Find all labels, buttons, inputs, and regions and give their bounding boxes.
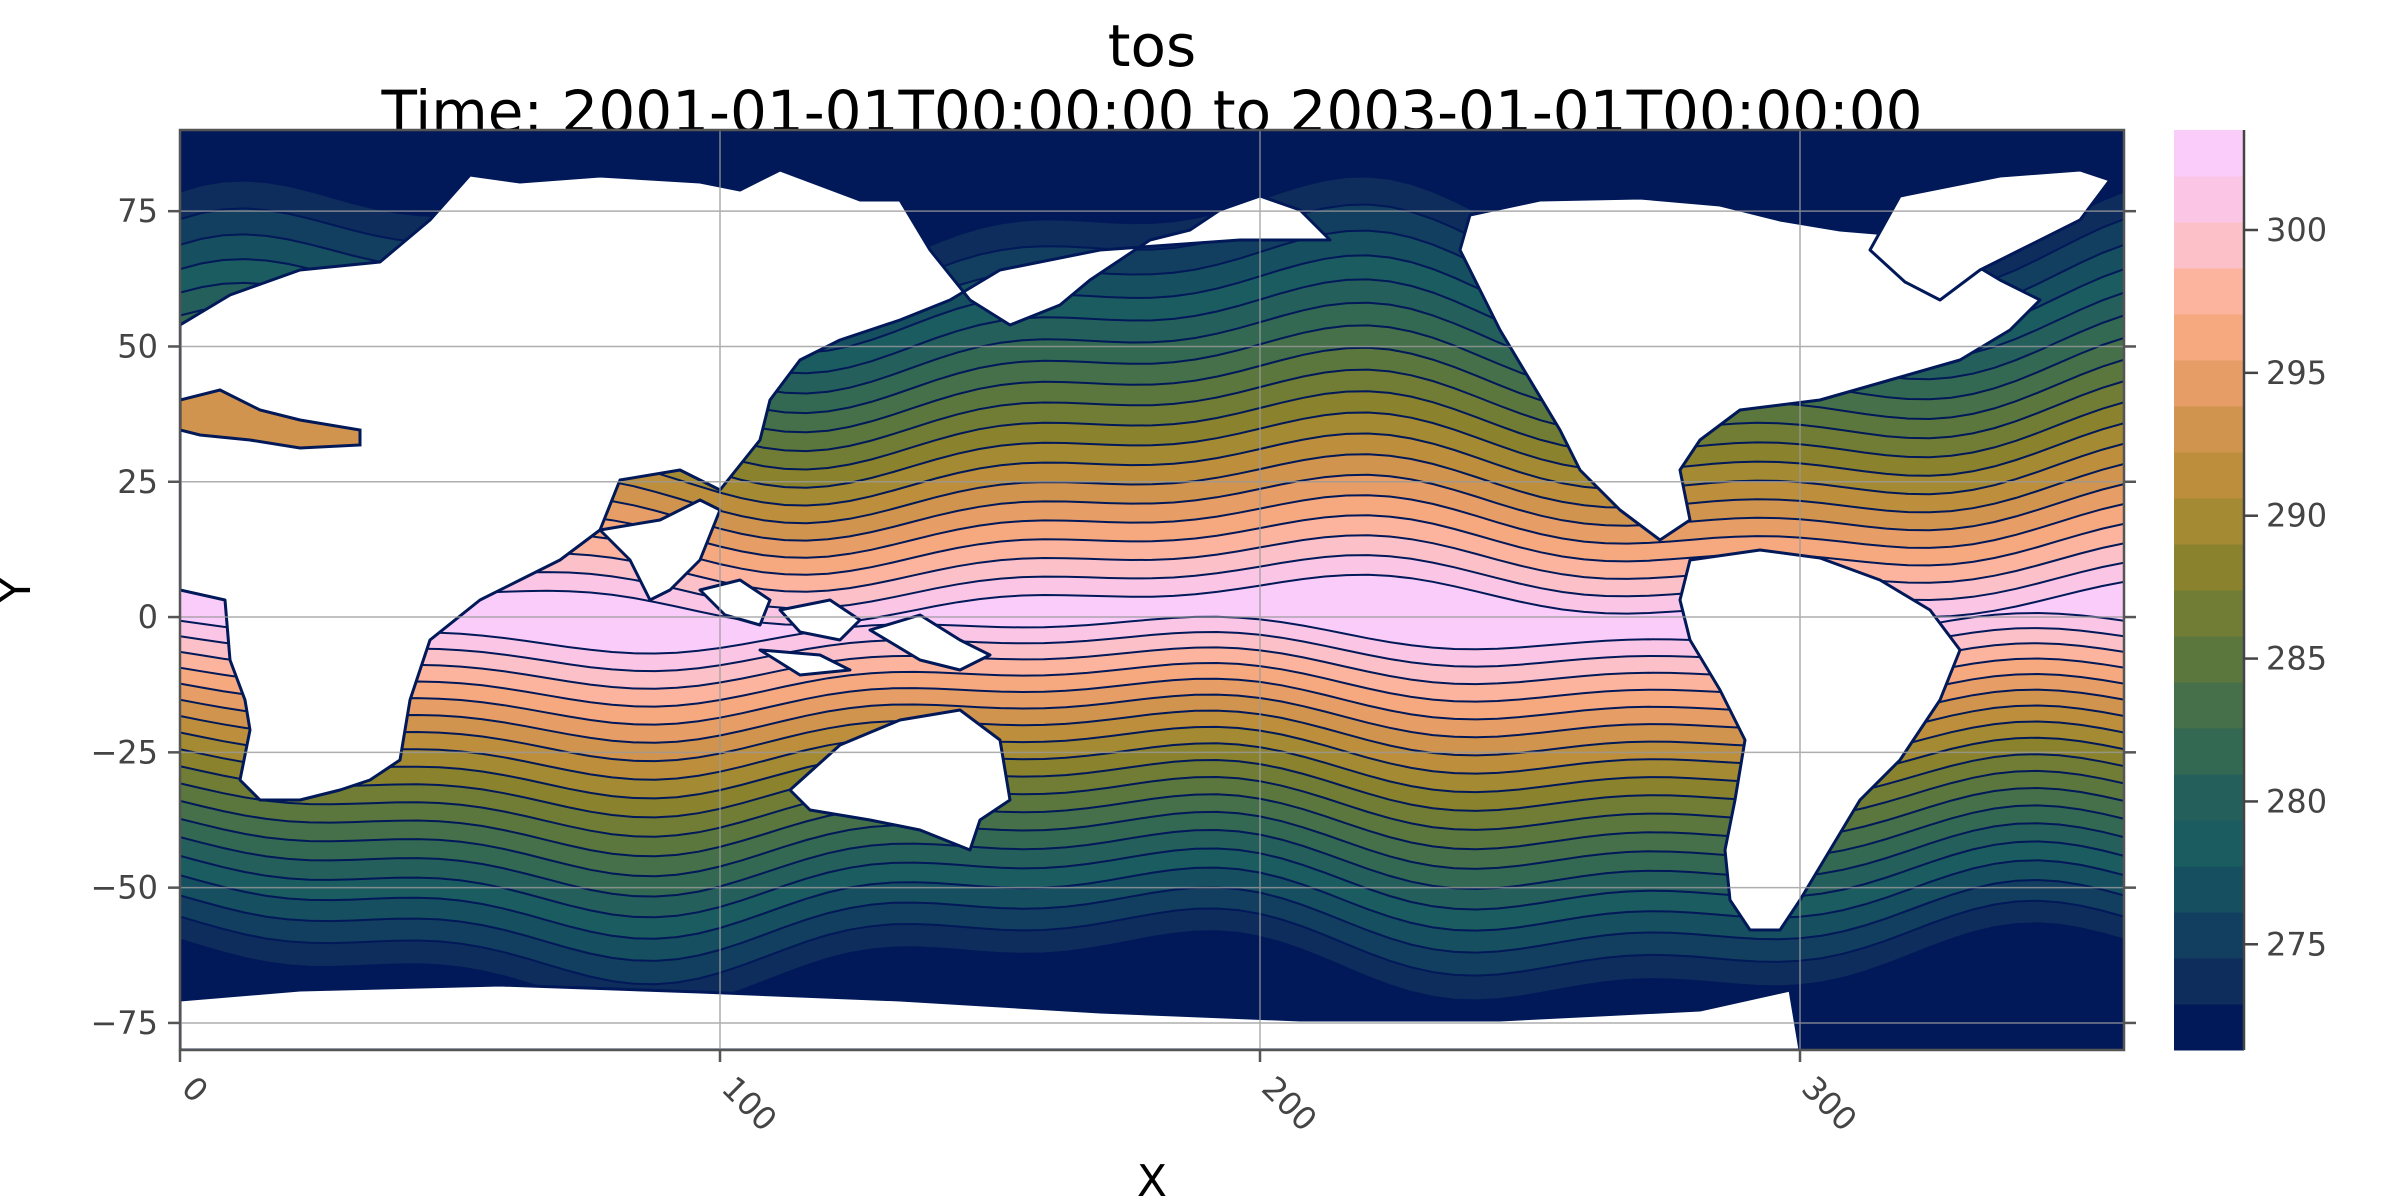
- colorbar-segment: [2174, 268, 2244, 315]
- colorbar-segment: [2174, 728, 2244, 775]
- land-greenland: [1868, 168, 2112, 302]
- y-tick-label: 50: [117, 327, 158, 365]
- x-tick-label: 300: [1794, 1069, 1864, 1139]
- colorbar-segment: [2174, 682, 2244, 729]
- chart-title: tos: [1108, 12, 1196, 80]
- colorbar-segment: [2174, 774, 2244, 821]
- colorbar: 275 280 285 290 295 300: [2174, 130, 2327, 1051]
- y-tick-label: 75: [117, 192, 158, 230]
- land-mask: [180, 168, 2112, 1050]
- land-antarctica: [180, 983, 1802, 1050]
- y-axis: 75 50 25 0 −25 −50 −75: [90, 192, 2136, 1042]
- colorbar-tick-label: 285: [2266, 640, 2327, 678]
- land-eurasia: [180, 168, 1332, 802]
- land-india: [598, 498, 722, 602]
- land-islands: [698, 578, 992, 677]
- x-tick-label: 200: [1254, 1069, 1324, 1139]
- colorbar-segment: [2174, 912, 2244, 959]
- colorbar-segment: [2174, 636, 2244, 683]
- colorbar-tick-label: 280: [2266, 782, 2327, 820]
- plot-area: [180, 130, 2124, 1050]
- x-tick-label: 0: [174, 1069, 215, 1110]
- x-axis-label: X: [1137, 1156, 1167, 1200]
- colorbar-tick-label: 290: [2266, 497, 2327, 535]
- colorbar-segment: [2174, 130, 2244, 177]
- band-19: [180, 574, 2124, 654]
- colorbar-tick-label: 300: [2266, 211, 2327, 249]
- colorbar-segment: [2174, 958, 2244, 1005]
- y-tick-label: −25: [90, 733, 158, 771]
- colorbar-segment: [2174, 590, 2244, 637]
- colorbar-tick-label: 295: [2266, 354, 2327, 392]
- y-tick-label: 25: [117, 463, 158, 501]
- colorbar-segment: [2174, 406, 2244, 453]
- colorbar-segment: [2174, 544, 2244, 591]
- grid: [179, 130, 2124, 1050]
- colorbar-segment: [2174, 1004, 2244, 1051]
- colorbar-segment: [2174, 176, 2244, 223]
- y-tick-label: −75: [90, 1004, 158, 1042]
- x-tick-label: 100: [714, 1069, 784, 1139]
- land-australia: [788, 708, 1012, 852]
- colorbar-segment: [2174, 498, 2244, 545]
- y-tick-label: 0: [138, 598, 158, 636]
- colorbar-segment: [2174, 452, 2244, 499]
- x-axis: 0 100 200 300: [174, 1050, 1864, 1139]
- colorbar-segment: [2174, 314, 2244, 361]
- plot-frame: [178, 128, 2126, 1052]
- colorbar-segment: [2174, 866, 2244, 913]
- closed-sea: [180, 388, 362, 450]
- y-tick-label: −50: [90, 869, 158, 907]
- y-axis-label: Y: [0, 576, 41, 604]
- colorbar-tick-label: 275: [2266, 925, 2327, 963]
- colorbar-segment: [2174, 222, 2244, 269]
- colorbar-segment: [2174, 820, 2244, 867]
- colorbar-segment: [2174, 360, 2244, 407]
